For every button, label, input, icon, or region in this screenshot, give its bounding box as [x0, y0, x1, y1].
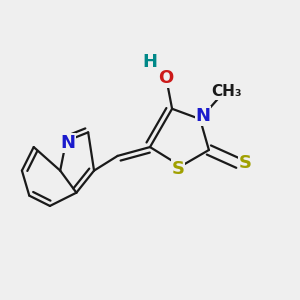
Text: N: N [196, 107, 211, 125]
Text: CH₃: CH₃ [211, 84, 242, 99]
Text: S: S [239, 154, 252, 172]
Text: S: S [172, 160, 184, 178]
Text: O: O [159, 69, 174, 87]
Text: N: N [60, 134, 75, 152]
Text: H: H [142, 53, 158, 71]
